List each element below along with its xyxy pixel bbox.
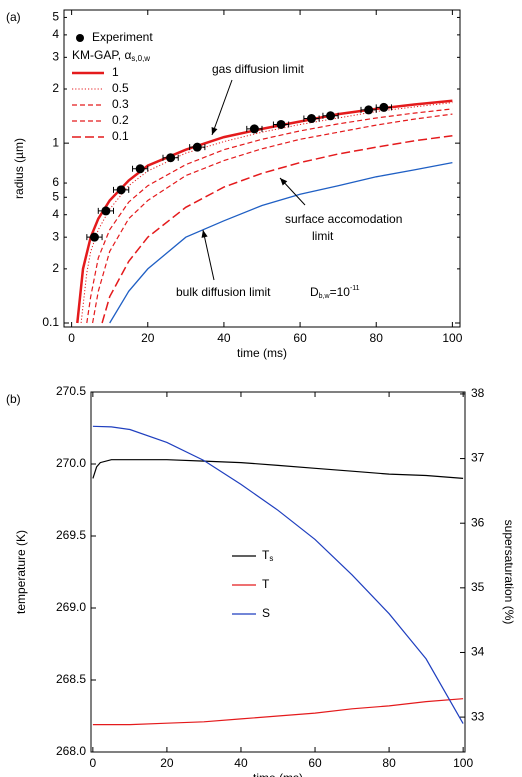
data-point	[307, 114, 316, 124]
annotation: Db,w=10-11	[310, 285, 360, 300]
y-axis-title: radius (µm)	[12, 138, 26, 199]
annotation: surface accomodation	[285, 212, 402, 226]
legend-marker	[76, 34, 84, 42]
legend-label-sub: s	[269, 554, 273, 563]
data-point	[116, 185, 126, 195]
y-tick-label: 2	[52, 81, 59, 95]
series-line	[80, 102, 453, 324]
y-tick-label: 35	[471, 580, 485, 594]
y-tick-label: 268.0	[56, 744, 86, 758]
data-point	[135, 164, 145, 174]
x-axis-title: time (ms)	[253, 771, 303, 777]
series-line	[92, 425, 464, 724]
legend-title-text: KM-GAP, α	[72, 48, 131, 62]
legend-label-text: T	[262, 577, 270, 591]
y-tick-label: 269.5	[56, 528, 86, 542]
data-point	[379, 102, 389, 112]
annotation-sub: b,w	[319, 293, 331, 300]
panel-label: (a)	[6, 10, 21, 24]
y-tick-label: 6	[52, 175, 59, 189]
y-tick-label: 36	[471, 515, 485, 529]
legend-label: 0.5	[112, 81, 129, 95]
x-tick-label: 40	[217, 331, 231, 345]
legend-label: 0.2	[112, 113, 129, 127]
plot-frame	[63, 9, 461, 328]
x-tick-label: 80	[382, 756, 396, 770]
legend-label: T	[262, 577, 270, 591]
x-tick-label: 0	[68, 331, 75, 345]
y-tick-label: 1	[52, 135, 59, 149]
series-line	[76, 99, 453, 324]
legend-label-text: T	[262, 548, 270, 562]
legend-label-text: S	[262, 606, 270, 620]
annotation: bulk diffusion limit	[176, 285, 271, 299]
series-line	[109, 161, 453, 324]
y2-axis-title: supersaturation (%)	[502, 520, 516, 625]
data-point	[166, 153, 176, 163]
annotation-part: D	[310, 285, 319, 299]
data-point	[326, 111, 336, 121]
data-point	[101, 206, 111, 216]
series-line	[92, 113, 453, 324]
annotation-sup: -11	[350, 285, 360, 292]
data-point	[89, 232, 99, 242]
y-tick-label: 4	[52, 207, 59, 221]
arrow-head	[280, 178, 288, 186]
series-line	[101, 134, 453, 324]
plot-frame	[90, 391, 466, 753]
annotation-part: =10	[330, 285, 351, 299]
x-tick-label: 20	[141, 331, 155, 345]
arrow-shaft	[211, 79, 233, 136]
y-tick-label: 5	[52, 10, 59, 24]
x-tick-label: 100	[442, 331, 462, 345]
data-point	[249, 124, 259, 134]
x-axis-title: time (ms)	[237, 346, 287, 360]
arrow-head	[201, 230, 208, 238]
y-tick-label: 2	[52, 261, 59, 275]
x-tick-label: 20	[160, 756, 174, 770]
y-tick-label: 0.1	[42, 315, 59, 329]
annotation: gas diffusion limit	[212, 62, 304, 76]
x-tick-label: 60	[308, 756, 322, 770]
series-line	[92, 698, 464, 726]
y-tick-label: 268.5	[56, 672, 86, 686]
annotation: limit	[312, 229, 334, 243]
y-tick-label: 3	[52, 50, 59, 64]
y-tick-label: 34	[471, 645, 485, 659]
legend-label: S	[262, 606, 270, 620]
y-tick-label: 37	[471, 451, 485, 465]
x-tick-label: 40	[234, 756, 248, 770]
y-tick-label: 4	[52, 27, 59, 41]
y-tick-label: 270.5	[56, 384, 86, 398]
series-line	[92, 459, 464, 479]
y-axis-title: temperature (K)	[14, 530, 28, 614]
y-tick-label: 269.0	[56, 600, 86, 614]
data-point	[276, 119, 286, 129]
x-tick-label: 80	[370, 331, 384, 345]
x-tick-label: 60	[293, 331, 307, 345]
legend-label: 1	[112, 65, 119, 79]
y-tick-label: 33	[471, 709, 485, 723]
y-tick-label: 5	[52, 189, 59, 203]
y-tick-label: 3	[52, 229, 59, 243]
legend-title: KM-GAP, αs,0,w	[72, 48, 150, 63]
x-tick-label: 100	[453, 756, 473, 770]
data-point	[364, 105, 374, 115]
panel-label: (b)	[6, 392, 21, 406]
arrow-shaft	[202, 229, 215, 281]
legend-label: Ts	[262, 548, 273, 563]
x-tick-label: 0	[90, 756, 97, 770]
data-point	[192, 142, 202, 152]
y-tick-label: 38	[471, 386, 485, 400]
legend-title-sub: s,0,w	[131, 54, 150, 63]
legend-label: 0.1	[112, 129, 129, 143]
y-tick-label: 270.0	[56, 456, 86, 470]
legend-label: 0.3	[112, 97, 129, 111]
arrow-head	[211, 127, 218, 135]
series-line	[86, 108, 453, 324]
legend-label: Experiment	[92, 30, 153, 44]
